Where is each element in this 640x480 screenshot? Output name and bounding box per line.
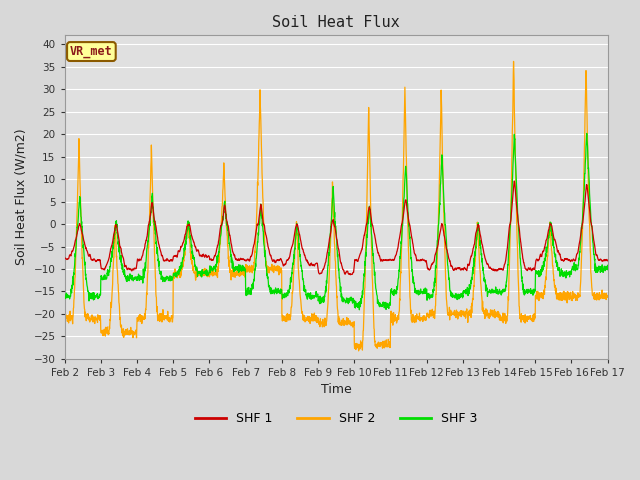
SHF 2 [572,295,579,301]
SHF 3 [556,270,564,276]
X-axis label: Time: Time [321,384,351,396]
SHF 2 [355,348,362,354]
SHF 1 [556,252,564,258]
SHF 2 [364,163,371,169]
SHF 1 [511,178,518,184]
SHF 2 [212,272,220,278]
SHF 1 [352,257,360,263]
SHF 3 [494,291,502,297]
Y-axis label: Soil Heat Flux (W/m2): Soil Heat Flux (W/m2) [15,129,28,265]
SHF 2 [509,59,517,64]
SHF 1 [346,272,354,277]
SHF 3 [571,265,579,271]
SHF 3 [364,225,371,231]
Line: SHF 1: SHF 1 [65,181,607,275]
Title: Soil Heat Flux: Soil Heat Flux [272,15,400,30]
SHF 2 [494,309,502,314]
Legend: SHF 1, SHF 2, SHF 3: SHF 1, SHF 2, SHF 3 [189,407,483,430]
Line: SHF 2: SHF 2 [65,61,607,351]
SHF 3 [604,263,611,268]
SHF 1 [61,255,68,261]
SHF 2 [352,341,360,347]
SHF 3 [352,299,360,304]
SHF 1 [494,267,502,273]
Text: VR_met: VR_met [70,45,113,58]
SHF 1 [364,215,371,220]
SHF 2 [604,294,611,300]
SHF 2 [556,289,564,295]
SHF 3 [61,293,68,299]
SHF 1 [212,250,220,256]
SHF 3 [212,262,220,267]
SHF 2 [61,316,68,322]
Line: SHF 3: SHF 3 [65,133,607,310]
SHF 3 [583,131,591,136]
SHF 1 [572,258,579,264]
SHF 3 [356,307,364,312]
SHF 1 [604,258,611,264]
